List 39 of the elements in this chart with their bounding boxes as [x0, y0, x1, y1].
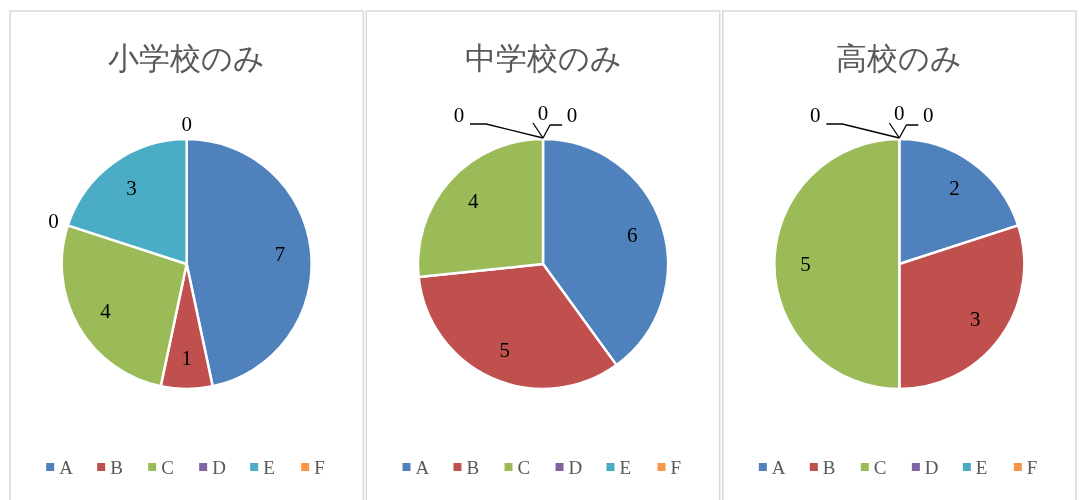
chart-title: 小学校のみ	[108, 40, 266, 76]
data-label: 2	[949, 176, 960, 201]
legend-label: F	[314, 456, 325, 478]
legend-label: F	[1026, 456, 1038, 478]
legend-label: D	[212, 456, 226, 478]
legend-label: B	[110, 456, 123, 478]
text: 0	[181, 112, 192, 136]
data-label: 1	[181, 345, 192, 370]
data-label: 5	[499, 337, 511, 362]
legend-label: C	[161, 456, 174, 478]
data-label: 6	[626, 223, 638, 248]
legend-label: E	[619, 456, 632, 478]
text: 0	[894, 101, 905, 125]
data-label: 4	[100, 298, 112, 323]
legend-label: B	[466, 456, 480, 478]
text: 0	[923, 103, 934, 127]
legend-label: E	[975, 456, 988, 478]
text: 0	[537, 101, 549, 125]
text: 0	[566, 103, 578, 127]
legend-label: B	[822, 456, 836, 478]
legend-label: C	[873, 456, 887, 478]
text: 0	[453, 103, 465, 127]
data-label: 4	[468, 189, 480, 214]
legend-label: F	[670, 456, 682, 478]
legend-label: A	[771, 456, 786, 478]
data-label: 3	[126, 176, 137, 201]
legend-label: D	[568, 456, 583, 478]
data-label: 7	[274, 242, 286, 267]
legend-label: D	[924, 456, 939, 478]
legend-label: A	[415, 456, 430, 478]
text: 0	[810, 103, 821, 127]
data-label: 5	[800, 252, 811, 276]
data-label: 3	[969, 307, 981, 332]
chart-title: 中学校のみ	[464, 40, 622, 76]
legend-label: A	[59, 456, 74, 478]
text: 0	[48, 208, 59, 233]
legend-label: E	[263, 456, 275, 478]
legend-label: C	[517, 456, 531, 478]
chart-title: 高校のみ	[836, 40, 963, 76]
